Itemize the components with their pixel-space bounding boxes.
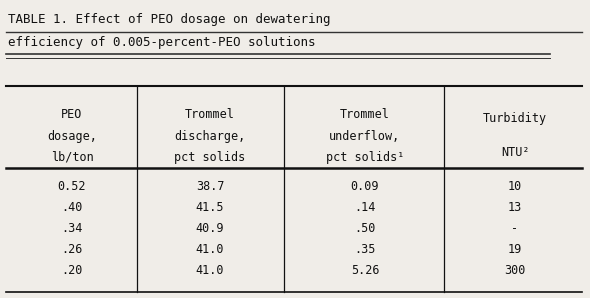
Text: .35: .35 [355, 243, 376, 256]
Text: dosage,: dosage, [47, 130, 97, 143]
Text: 40.9: 40.9 [196, 222, 224, 235]
Text: .14: .14 [355, 201, 376, 214]
Text: pct solids¹: pct solids¹ [326, 151, 404, 164]
Text: .40: .40 [61, 201, 83, 214]
Text: .34: .34 [61, 222, 83, 235]
Text: 0.52: 0.52 [58, 180, 86, 193]
Text: lb/ton: lb/ton [51, 151, 93, 164]
Text: 19: 19 [508, 243, 522, 256]
Text: .26: .26 [61, 243, 83, 256]
Text: 300: 300 [504, 264, 526, 277]
Text: 10: 10 [508, 180, 522, 193]
Text: efficiency of 0.005-percent-PEO solutions: efficiency of 0.005-percent-PEO solution… [8, 36, 316, 49]
Text: 41.0: 41.0 [196, 243, 224, 256]
Text: TABLE 1. Effect of PEO dosage on dewatering: TABLE 1. Effect of PEO dosage on dewater… [8, 13, 330, 26]
Text: discharge,: discharge, [175, 130, 245, 143]
Text: -: - [512, 222, 519, 235]
Text: 5.26: 5.26 [350, 264, 379, 277]
Text: underflow,: underflow, [329, 130, 401, 143]
Text: 13: 13 [508, 201, 522, 214]
Text: .50: .50 [355, 222, 376, 235]
Text: 41.0: 41.0 [196, 264, 224, 277]
Text: 38.7: 38.7 [196, 180, 224, 193]
Text: NTU²: NTU² [501, 146, 529, 159]
Text: Trommel: Trommel [340, 108, 390, 121]
Text: 41.5: 41.5 [196, 201, 224, 214]
Text: .20: .20 [61, 264, 83, 277]
Text: Trommel: Trommel [185, 108, 235, 121]
Text: PEO: PEO [61, 108, 83, 121]
Text: pct solids: pct solids [175, 151, 245, 164]
Text: 0.09: 0.09 [350, 180, 379, 193]
Text: Turbidity: Turbidity [483, 112, 547, 125]
